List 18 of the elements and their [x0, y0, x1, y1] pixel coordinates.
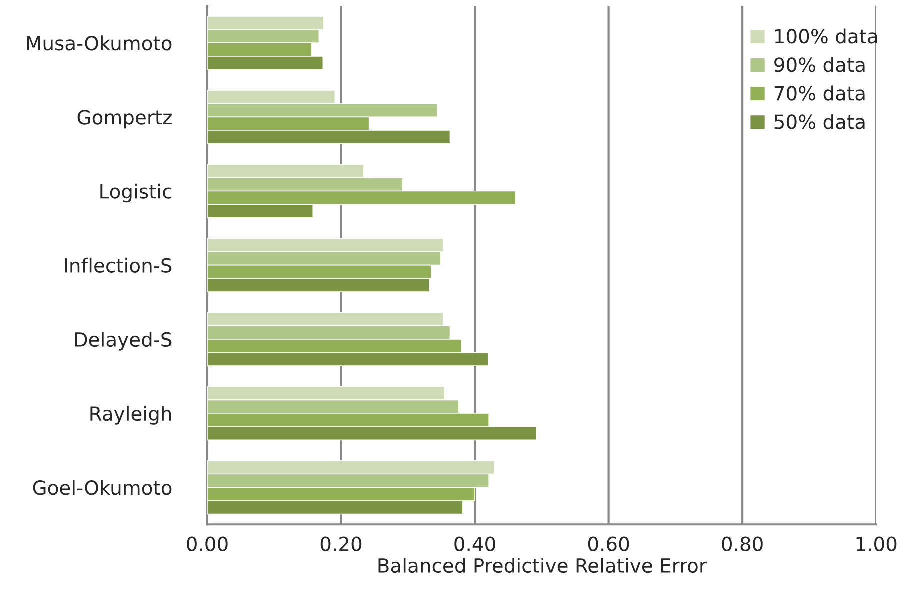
- y-tick-label: Delayed-S: [75, 332, 172, 351]
- y-tick-label: Goel-Okumoto: [33, 480, 172, 496]
- x-tick-label: 0.60: [588, 536, 630, 552]
- x-tick-label: 0.40: [454, 536, 496, 552]
- legend-label: 70% data: [774, 86, 865, 101]
- y-tick-label: Inflection-S: [65, 258, 172, 273]
- y-tick-label: Rayleigh: [90, 406, 172, 425]
- y-tick-label: Logistic: [100, 184, 172, 203]
- y-tick-label: Gompertz: [78, 110, 172, 129]
- x-tick-label: 1.00: [856, 536, 897, 552]
- legend-label: 100% data: [775, 28, 878, 44]
- x-tick-label: 0.80: [722, 536, 763, 552]
- x-tick-label: 0.00: [187, 536, 228, 552]
- x-axis-title: Balanced Predictive Relative Error: [378, 558, 707, 574]
- legend-label: 50% data: [774, 114, 865, 130]
- y-tick-label: Musa-Okumoto: [27, 36, 172, 51]
- legend-label: 90% data: [774, 57, 865, 72]
- x-tick-label: 0.20: [320, 536, 362, 552]
